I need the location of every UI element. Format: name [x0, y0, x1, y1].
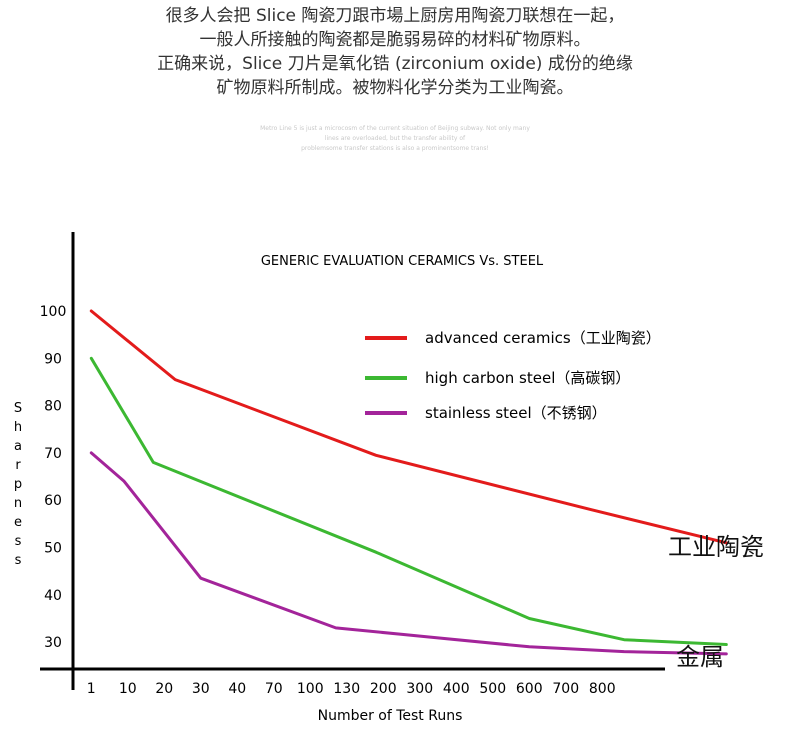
legend-label: high carbon steel（高碳钢） — [425, 369, 630, 387]
caption-line: lines are overloaded, but the transfer a… — [324, 135, 466, 142]
x-tick-label: 40 — [228, 681, 246, 697]
caption-line: Metro Line 5 is just a microcosm of the … — [260, 125, 530, 132]
x-tick-label: 300 — [406, 681, 433, 697]
y-axis-label-letter: h — [14, 420, 22, 435]
x-tick-label: 70 — [265, 681, 283, 697]
x-tick-label: 800 — [589, 681, 616, 697]
caption-text: Metro Line 5 is just a microcosm of the … — [0, 124, 790, 154]
x-tick-label: 30 — [192, 681, 210, 697]
chart-title: GENERIC EVALUATION CERAMICS Vs. STEEL — [261, 254, 544, 269]
x-tick-label: 100 — [297, 681, 324, 697]
y-tick-label: 100 — [40, 304, 67, 320]
x-tick-label: 600 — [516, 681, 543, 697]
intro-line: 矿物原料所制成。被物料化学分类为工业陶瓷。 — [216, 78, 574, 98]
series-annotation: 金属 — [676, 643, 724, 671]
x-tick-label: 20 — [155, 681, 173, 697]
y-axis-label-letter: p — [14, 477, 22, 492]
y-tick-label: 80 — [44, 399, 62, 415]
x-tick-label: 700 — [552, 681, 579, 697]
y-axis-label-letter: s — [15, 553, 22, 568]
y-axis-label-letter: a — [14, 439, 22, 454]
y-tick-label: 90 — [44, 351, 62, 367]
series-line — [89, 356, 728, 646]
y-axis-label-letter: r — [15, 458, 21, 473]
y-tick-label: 30 — [44, 635, 62, 651]
legend-label: stainless steel（不锈钢） — [425, 404, 607, 422]
x-tick-label: 200 — [370, 681, 397, 697]
intro-text: 很多人会把 Slice 陶瓷刀跟市場上厨房用陶瓷刀联想在一起， 一般人所接触的陶… — [0, 4, 790, 100]
y-axis-label-letter: n — [14, 496, 22, 511]
x-tick-label: 130 — [333, 681, 360, 697]
y-tick-label: 60 — [44, 493, 62, 509]
y-tick-label: 40 — [44, 588, 62, 604]
x-tick-label: 10 — [119, 681, 137, 697]
legend-label: advanced ceramics（工业陶瓷） — [425, 329, 661, 347]
x-tick-label: 1 — [87, 681, 96, 697]
y-tick-label: 70 — [44, 446, 62, 462]
series-line — [89, 309, 728, 545]
intro-line: 一般人所接触的陶瓷都是脆弱易碎的材料矿物原料。 — [199, 30, 591, 50]
intro-line: 正确来说，Slice 刀片是氧化锆 (zirconium oxide) 成份的绝… — [157, 54, 633, 74]
y-axis-label-letter: e — [14, 515, 22, 530]
series-line — [89, 451, 728, 656]
x-axis-label: Number of Test Runs — [318, 708, 463, 724]
x-tick-label: 400 — [443, 681, 470, 697]
intro-line: 很多人会把 Slice 陶瓷刀跟市場上厨房用陶瓷刀联想在一起， — [165, 6, 625, 26]
y-tick-label: 50 — [44, 541, 62, 557]
x-tick-label: 500 — [479, 681, 506, 697]
y-axis-label-letter: S — [14, 401, 22, 416]
y-axis-label-letter: s — [15, 534, 22, 549]
caption-line: problemsome transfer stations is also a … — [301, 145, 489, 152]
series-annotation: 工业陶瓷 — [668, 533, 764, 561]
